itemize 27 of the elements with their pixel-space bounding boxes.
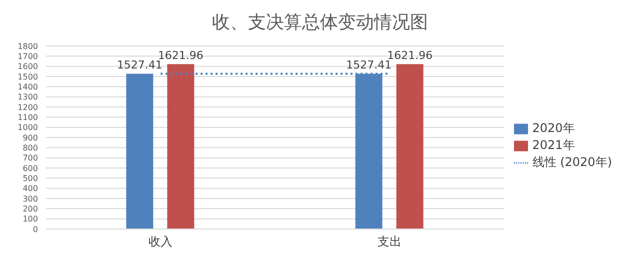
y-tick-label: 1800 — [18, 42, 38, 51]
legend-label: 线性 (2020年) — [532, 155, 612, 169]
data-label: 1527.41 — [346, 58, 392, 72]
y-tick-label: 1700 — [18, 52, 38, 62]
x-tick-label: 支出 — [378, 234, 402, 249]
legend-label: 2020年 — [532, 121, 575, 135]
y-tick-label: 600 — [22, 164, 38, 173]
legend-label: 2021年 — [532, 138, 575, 152]
y-tick-label: 100 — [22, 214, 38, 224]
data-label: 1527.41 — [116, 58, 162, 72]
y-tick-label: 800 — [22, 144, 38, 153]
y-tick-label: 500 — [22, 174, 38, 184]
x-tick-label: 收入 — [148, 234, 173, 249]
y-tick-label: 1100 — [18, 113, 38, 122]
y-tick-label: 1300 — [18, 92, 38, 102]
y-tick-label: 300 — [22, 194, 38, 204]
y-tick-label: 400 — [22, 184, 38, 194]
y-tick-label: 900 — [22, 133, 38, 142]
y-tick-label: 200 — [22, 204, 38, 214]
y-tick-label: 700 — [22, 154, 38, 163]
y-tick-label: 1000 — [18, 123, 38, 132]
y-tick-label: 1200 — [18, 102, 38, 112]
y-tick-label: 1600 — [18, 62, 38, 72]
y-tick-label: 0 — [32, 224, 38, 234]
y-tick-label: 1400 — [18, 82, 38, 92]
y-tick-label: 1500 — [18, 72, 38, 82]
chart-title: 收、支决算总体变动情况图 — [211, 11, 429, 35]
